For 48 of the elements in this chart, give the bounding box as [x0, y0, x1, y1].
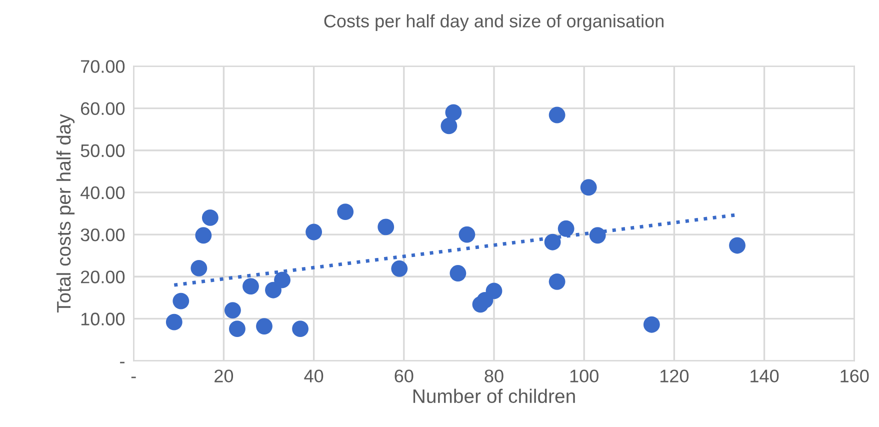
point — [242, 278, 259, 295]
point — [378, 218, 394, 236]
point — [172, 292, 190, 310]
y-tick-label: 40.00 — [80, 186, 125, 200]
point — [548, 106, 566, 124]
y-tick-label: - — [120, 362, 124, 364]
x-tick-label: 160 — [840, 370, 869, 382]
y-axis-title: Total costs per half day — [56, 114, 75, 312]
x-axis-title: Number of children — [413, 388, 575, 404]
y-tick-label: 50.00 — [80, 144, 125, 158]
point — [558, 220, 574, 237]
point — [458, 226, 476, 243]
point — [202, 209, 218, 226]
point — [337, 204, 354, 220]
y-tick-label: 70.00 — [81, 60, 125, 73]
x-tick-label: 40 — [304, 370, 324, 382]
y-tick-label: 30.00 — [80, 228, 125, 242]
point — [306, 224, 322, 240]
point — [274, 272, 290, 288]
point — [391, 260, 408, 277]
point — [190, 260, 208, 276]
point — [166, 314, 182, 330]
point — [292, 320, 309, 338]
x-tick-label: 80 — [484, 370, 504, 382]
point — [229, 320, 246, 338]
point — [256, 318, 272, 335]
x-tick-label: 140 — [750, 370, 779, 382]
y-tick-label: 60.00 — [81, 102, 125, 115]
chart-title: Costs per half day and size of organisation — [324, 14, 664, 32]
point — [486, 282, 502, 300]
x-tick-label: 120 — [660, 370, 689, 382]
y-tick-label: 20.00 — [81, 270, 125, 284]
x-tick-label: 60 — [394, 370, 414, 382]
x-tick-label: 20 — [214, 370, 234, 382]
point — [589, 227, 606, 244]
point — [195, 227, 212, 244]
point — [445, 104, 462, 121]
point — [729, 237, 746, 254]
point — [450, 265, 466, 282]
y-tick-label: 10.00 — [81, 312, 125, 326]
point — [440, 118, 458, 134]
point — [643, 316, 660, 333]
point — [580, 179, 597, 196]
point — [224, 302, 241, 319]
point — [544, 234, 561, 250]
x-tick-label: 100 — [570, 370, 598, 382]
point — [265, 282, 282, 298]
point — [548, 273, 566, 290]
